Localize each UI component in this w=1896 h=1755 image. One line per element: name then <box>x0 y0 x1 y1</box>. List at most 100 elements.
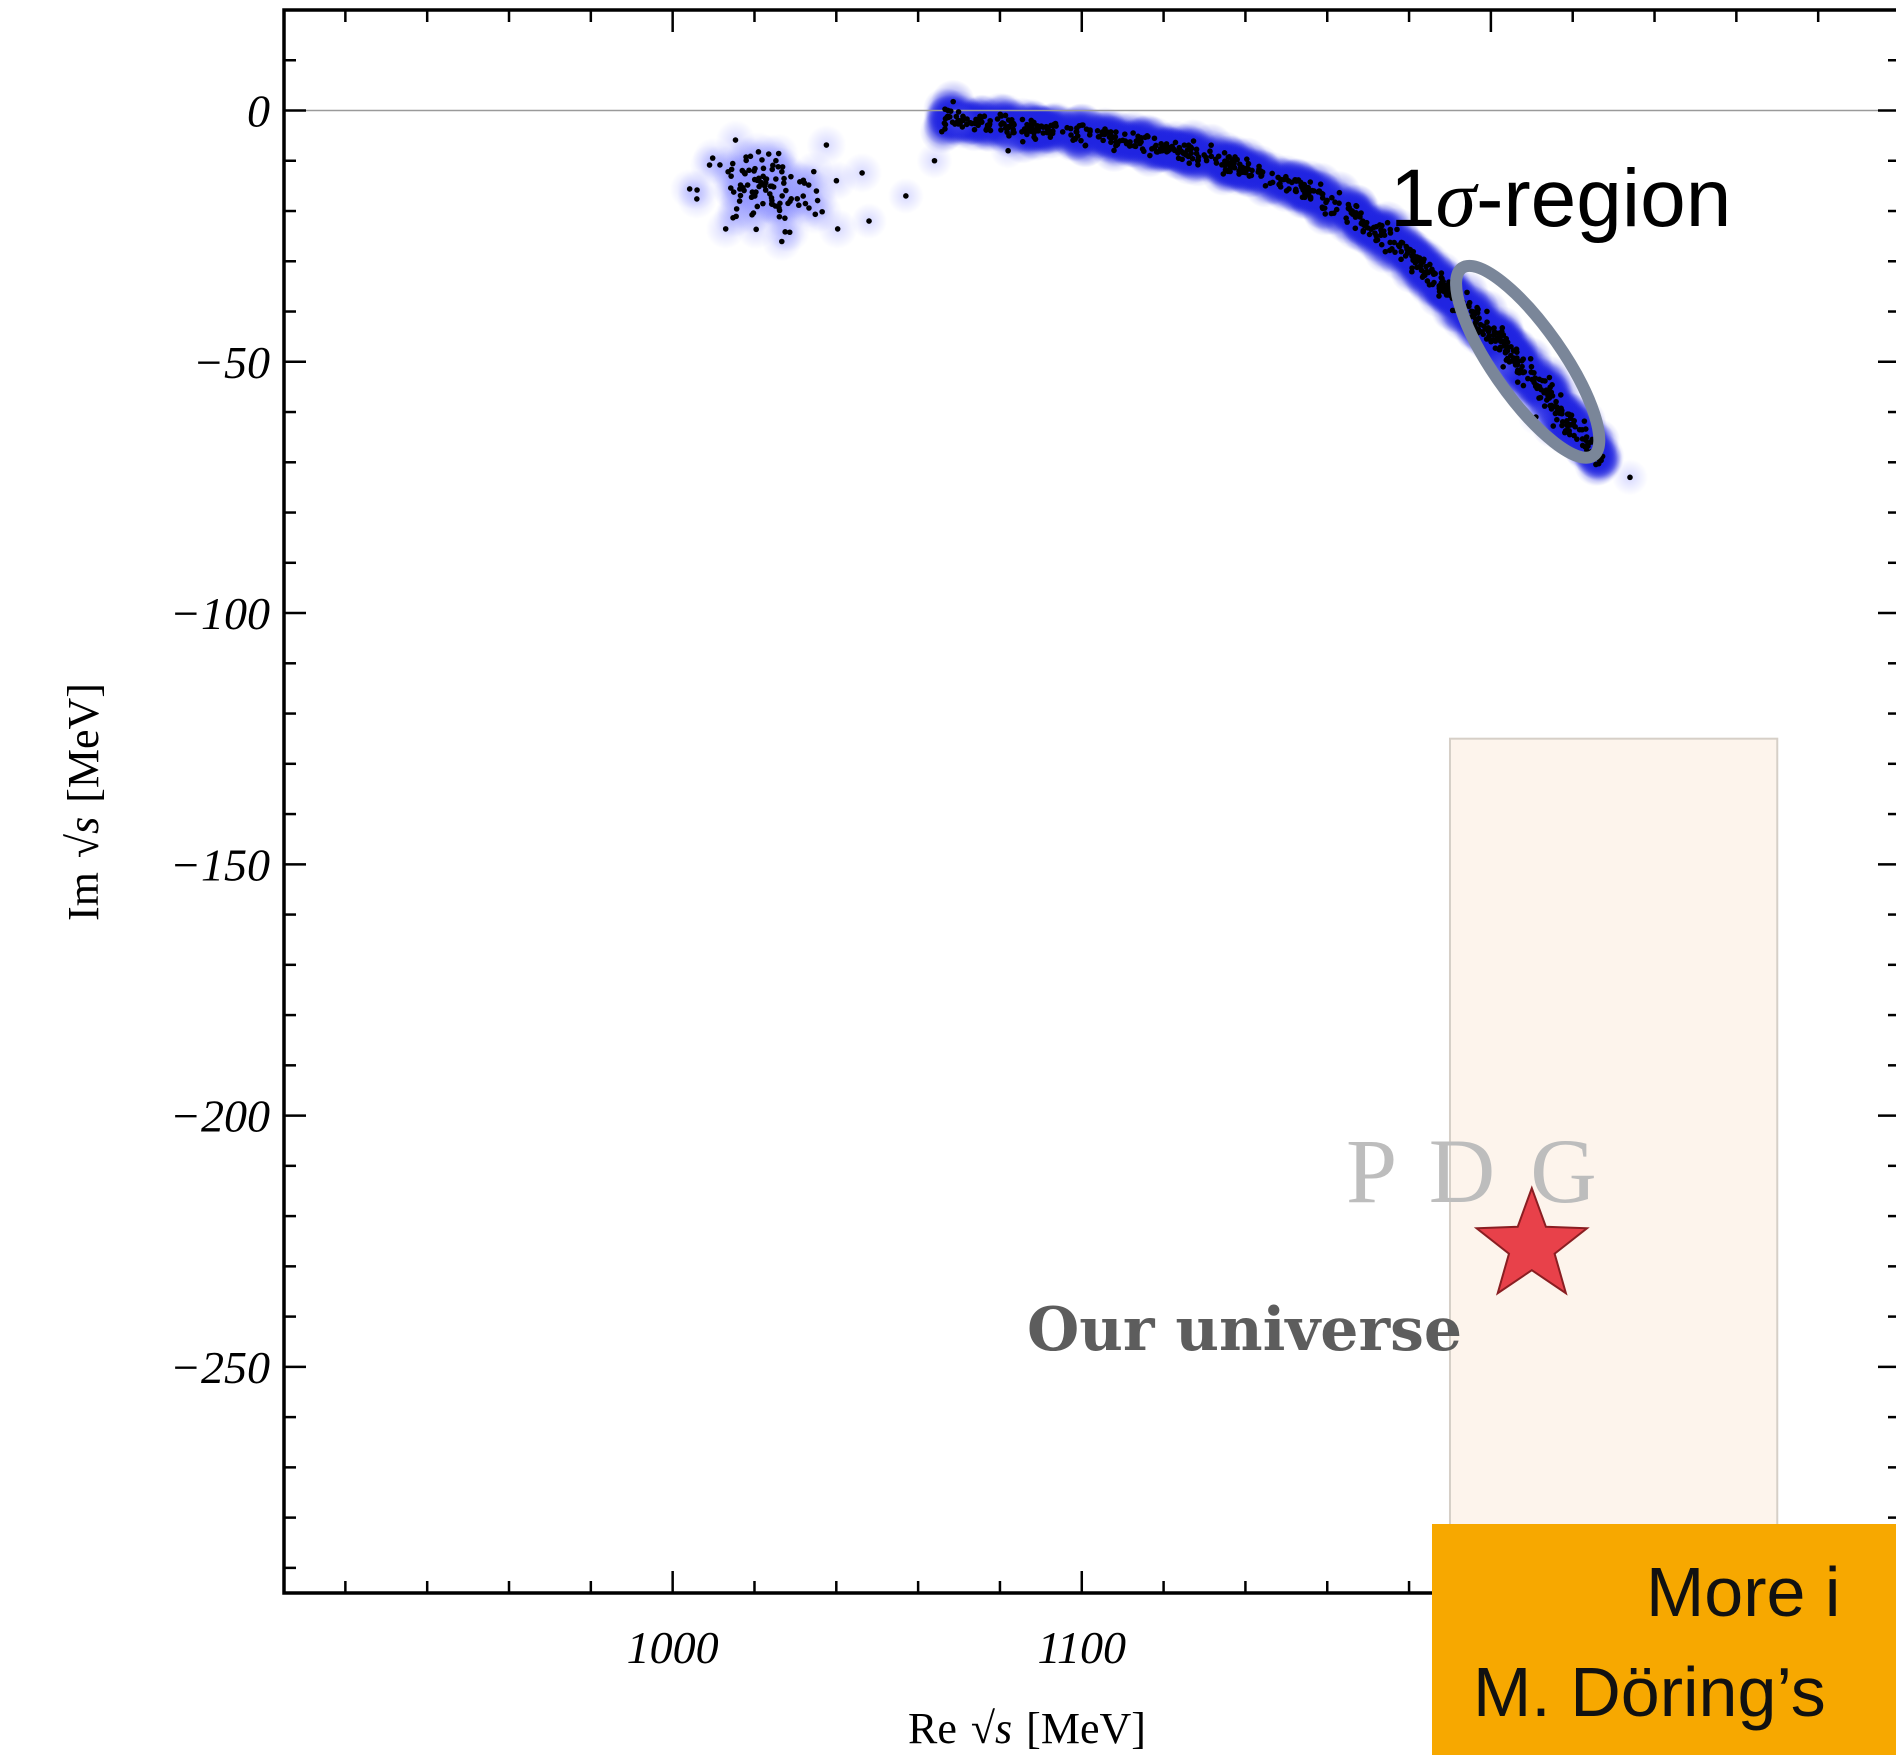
band-point <box>1035 128 1042 134</box>
cluster-point <box>709 155 716 161</box>
band-point <box>1207 148 1213 155</box>
band-point <box>1421 256 1427 263</box>
band-point <box>1553 398 1559 405</box>
y-tick-label: −250 <box>170 1342 270 1393</box>
band-point <box>959 124 966 130</box>
band-point <box>1499 325 1506 331</box>
cluster-point <box>725 168 731 175</box>
band-point <box>1549 382 1555 388</box>
band-point <box>1307 179 1314 185</box>
cluster-point <box>760 165 767 172</box>
y-axis-title: Im√s[MeV] <box>59 683 108 921</box>
band-point <box>1028 117 1035 124</box>
band-point <box>1378 241 1385 248</box>
cluster-point <box>800 193 807 199</box>
band-point <box>1546 374 1553 381</box>
band-point <box>1186 160 1193 167</box>
cluster-point <box>779 164 786 170</box>
band-point <box>1352 225 1359 232</box>
band-point <box>1208 153 1215 160</box>
cluster-point <box>781 175 787 182</box>
cluster-point <box>757 179 764 186</box>
band-point <box>1316 188 1322 195</box>
band-point <box>1032 136 1039 142</box>
band-point <box>939 128 945 135</box>
band-point <box>1190 138 1197 144</box>
band-point <box>1484 308 1490 315</box>
outlier-point <box>903 193 909 199</box>
band-point <box>1374 237 1381 243</box>
band-point <box>1094 128 1101 134</box>
band-point <box>1019 116 1026 123</box>
one-sigma-ellipse <box>1450 259 1606 464</box>
band-point <box>1005 124 1011 131</box>
band-point <box>999 120 1006 126</box>
band-point <box>1387 247 1393 254</box>
band-point <box>1322 211 1329 217</box>
band-point <box>1297 179 1304 186</box>
y-tick-label: −200 <box>170 1091 270 1142</box>
band-point <box>1396 243 1403 250</box>
band-point <box>1194 158 1201 164</box>
cluster-point <box>819 208 825 215</box>
band-point <box>1542 378 1548 384</box>
band-point <box>1109 134 1116 141</box>
cluster-point <box>783 187 789 194</box>
band-point <box>1554 416 1560 423</box>
band-point <box>1436 285 1443 292</box>
cluster-point <box>806 205 812 211</box>
band-point <box>1307 196 1314 202</box>
band-point <box>977 113 983 120</box>
band-point <box>1236 168 1242 174</box>
band-point <box>1564 418 1570 424</box>
band-point <box>1484 319 1490 325</box>
band-point <box>1154 149 1161 155</box>
band-point <box>1570 420 1577 427</box>
band-point <box>1527 355 1534 362</box>
band-point <box>1321 205 1328 211</box>
band-point <box>1213 160 1220 166</box>
band-point <box>1153 142 1159 149</box>
cluster-point <box>833 177 840 184</box>
band-point <box>1332 199 1338 205</box>
band-point <box>1421 269 1428 276</box>
band-point <box>1225 168 1231 175</box>
pdg-region-box <box>1448 737 1779 1594</box>
cluster-point <box>786 229 793 236</box>
band-point <box>1491 325 1497 331</box>
band-point <box>1221 150 1228 156</box>
band-point <box>1474 310 1481 316</box>
band-point <box>1582 444 1588 450</box>
cluster-point <box>823 142 830 148</box>
cluster-point <box>747 153 754 160</box>
band-point <box>1127 142 1133 149</box>
band-point <box>1163 141 1170 147</box>
band-point <box>1449 307 1456 314</box>
band-point <box>1360 227 1367 234</box>
band-point <box>1431 279 1437 286</box>
band-point <box>1532 383 1539 390</box>
band-point <box>1245 160 1252 167</box>
band-point <box>1392 249 1398 255</box>
band-point <box>1122 138 1129 144</box>
cluster-point <box>859 170 865 176</box>
outlier-point <box>956 117 962 124</box>
band-point <box>1378 232 1384 239</box>
band-point <box>1086 132 1093 138</box>
band-point <box>979 119 985 125</box>
cluster-point <box>775 163 781 170</box>
band-point <box>1475 326 1482 333</box>
band-point <box>1319 195 1326 201</box>
cluster-point <box>814 197 821 204</box>
cluster-point <box>717 162 723 168</box>
band-point <box>1557 392 1564 398</box>
cluster-point <box>750 210 757 216</box>
band-point <box>1511 356 1517 363</box>
cluster-point <box>752 165 758 172</box>
band-point <box>1503 357 1510 363</box>
band-point <box>1387 226 1394 233</box>
band-point <box>1101 131 1108 138</box>
band-point <box>1490 337 1497 344</box>
y-tick-label: −100 <box>170 588 270 639</box>
cluster-point <box>776 213 783 220</box>
